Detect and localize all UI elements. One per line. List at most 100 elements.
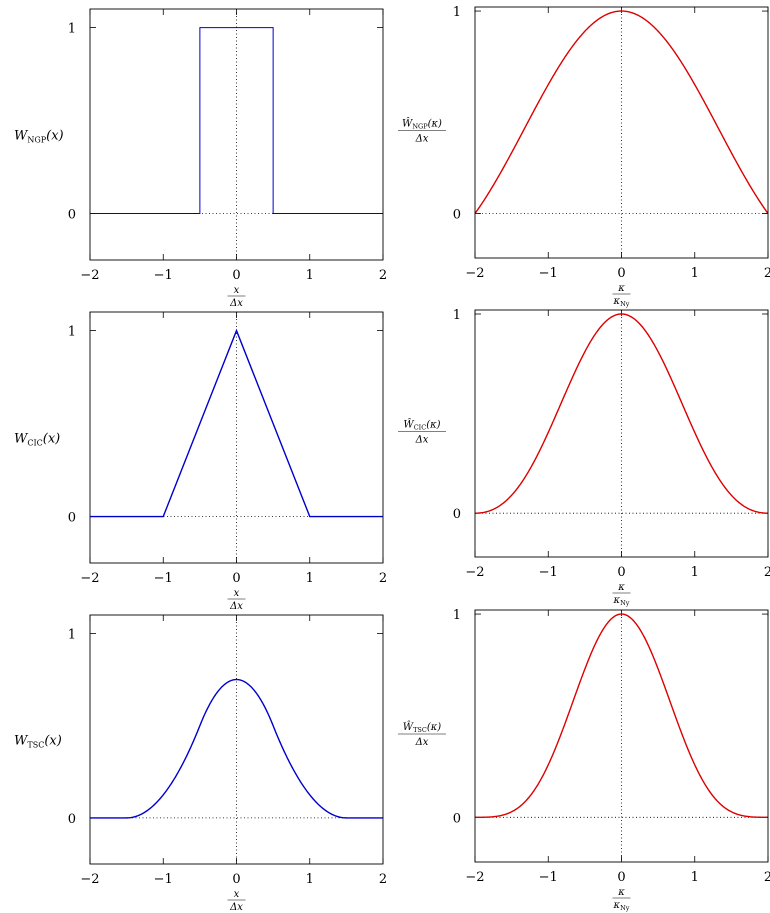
plot-frame [474, 609, 769, 863]
x-axis-label-denominator: Δx [229, 601, 243, 612]
series-line-ngp-fourier [474, 10, 769, 214]
x-tick-label: 2 [379, 268, 387, 283]
data-point [726, 819, 727, 820]
plot-frame [474, 309, 769, 558]
panel-tsc-real: −2 −1 0 1 2 0 1 x Δx WTSC(x) [14, 614, 387, 913]
data-point [621, 313, 622, 314]
data-point [694, 213, 695, 214]
panel-cic-fourier: −2 −1 0 1 2 0 1 κ κNy ŴCIC(κ) Δx [398, 308, 770, 607]
x-tick-label: −2 [80, 268, 99, 283]
x-axis-label-denominator: κNy [613, 900, 630, 912]
x-tick-label: 1 [306, 571, 314, 586]
y-tick-label: 1 [453, 5, 461, 20]
x-tick-label: 1 [306, 872, 314, 887]
data-point [694, 817, 695, 818]
data-point [726, 503, 727, 504]
data-point [273, 27, 274, 28]
data-point [163, 794, 164, 795]
x-tick-label: 0 [617, 565, 625, 580]
series-line-cic-fourier [474, 313, 769, 514]
series-line-tsc-real [90, 678, 383, 819]
panel-ngp-fourier: −2 −1 0 1 2 0 1 κ κNy ŴNGP(κ) Δx [398, 5, 770, 308]
y-tick-label: 0 [68, 812, 76, 827]
x-tick-label: 2 [379, 872, 387, 887]
y-axis-label-numerator: ŴCIC(κ) [403, 419, 440, 432]
x-axis-label-numerator: κ [617, 887, 625, 898]
plot-frame [474, 6, 769, 259]
y-tick-label: 0 [68, 511, 76, 526]
y-axis-label: WNGP(x) [14, 129, 64, 145]
series-line-cic-real [90, 328, 383, 518]
y-axis-label-denominator: Δx [415, 435, 429, 446]
data-point [273, 725, 274, 726]
y-axis-label-denominator: Δx [415, 134, 429, 145]
y-axis-label-denominator: Δx [415, 737, 429, 748]
data-point [199, 725, 200, 726]
x-tick-label: 1 [691, 266, 699, 281]
y-tick-label: 1 [453, 308, 461, 323]
x-tick-label: 0 [232, 872, 240, 887]
data-point [548, 817, 549, 818]
series-line-ngp-real [90, 27, 383, 215]
data-point [516, 503, 517, 504]
data-point [694, 513, 695, 514]
data-point [163, 516, 164, 517]
x-tick-label: 2 [764, 565, 770, 580]
x-tick-label: 2 [764, 870, 770, 885]
y-tick-label: 0 [453, 207, 461, 222]
data-point [658, 764, 659, 765]
y-axis-label: WTSC(x) [14, 734, 62, 750]
panel-tsc-fourier: −2 −1 0 1 2 0 1 κ κNy ŴTSC(κ) Δx [398, 608, 770, 912]
data-point [516, 819, 517, 820]
x-tick-label: −2 [465, 565, 484, 580]
y-axis-label-numerator: ŴNGP(κ) [402, 118, 442, 131]
y-tick-label: 0 [453, 507, 461, 522]
x-tick-label: 1 [691, 870, 699, 885]
x-tick-label: 1 [691, 565, 699, 580]
x-axis-label-numerator: x [234, 588, 240, 599]
data-point [273, 213, 274, 214]
data-point [621, 10, 622, 11]
x-tick-label: −2 [465, 266, 484, 281]
data-point [309, 794, 310, 795]
x-tick-label: −1 [154, 268, 173, 283]
data-point [199, 213, 200, 214]
data-point [236, 330, 237, 331]
y-tick-label: 1 [453, 608, 461, 623]
data-point [236, 679, 237, 680]
data-point [621, 613, 622, 614]
data-point [584, 764, 585, 765]
x-tick-label: 0 [232, 268, 240, 283]
x-axis-label-denominator: Δx [229, 298, 243, 309]
x-tick-label: −2 [80, 872, 99, 887]
plot-frame [89, 8, 384, 261]
series-line-tsc-fourier [475, 613, 768, 818]
x-tick-label: −1 [539, 565, 558, 580]
x-tick-label: −2 [465, 870, 484, 885]
x-tick-label: 0 [617, 870, 625, 885]
panel-cic-real: −2 −1 0 1 2 0 1 x Δx WCIC(x) [14, 311, 387, 612]
y-axis-label-numerator: ŴTSC(κ) [403, 721, 442, 734]
y-tick-label: 1 [68, 22, 76, 37]
x-axis-label-numerator: x [234, 889, 240, 900]
x-axis-label-numerator: x [234, 285, 240, 296]
x-tick-label: 2 [764, 266, 770, 281]
data-point [346, 817, 347, 818]
data-point [126, 817, 127, 818]
x-axis-label-denominator: Δx [229, 902, 243, 913]
x-axis-label-numerator: κ [617, 283, 625, 294]
x-tick-label: −1 [539, 870, 558, 885]
y-tick-label: 0 [68, 208, 76, 223]
x-tick-label: −2 [80, 571, 99, 586]
data-point [584, 84, 585, 85]
x-axis-label-denominator: κNy [613, 595, 630, 607]
x-tick-label: −1 [539, 266, 558, 281]
x-tick-label: 1 [306, 268, 314, 283]
x-axis-label-numerator: κ [617, 582, 625, 593]
data-point [658, 432, 659, 433]
data-point [199, 27, 200, 28]
data-point [548, 213, 549, 214]
panel-ngp-real: −2 −1 0 1 2 0 1 x Δx WNGP(x) [14, 8, 387, 309]
plot-frame [89, 614, 384, 865]
